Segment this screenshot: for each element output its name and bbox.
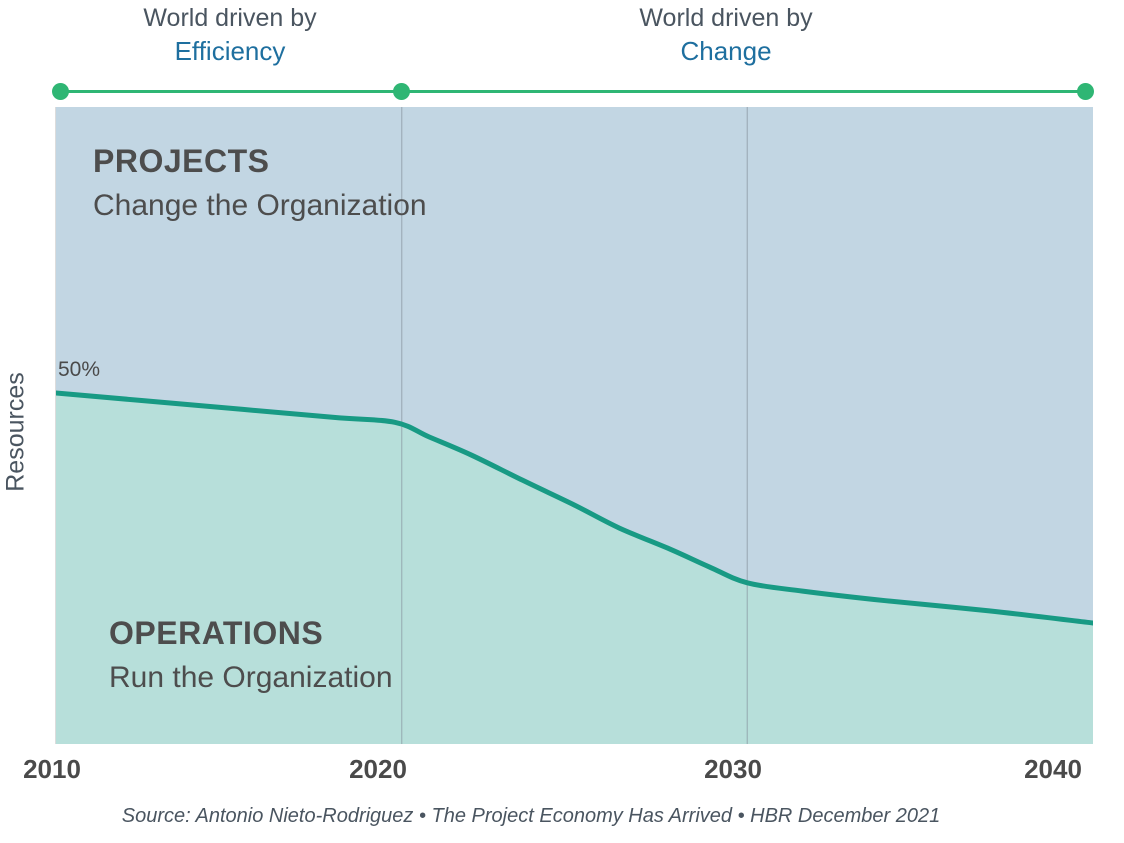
x-tick-2030: 2030 xyxy=(704,754,762,784)
divider-line xyxy=(56,390,1093,626)
timeline-dot-2020 xyxy=(393,83,411,100)
operations-title: OPERATIONS xyxy=(109,615,324,651)
projects-label: PROJECTS Change the Organization xyxy=(93,143,427,223)
projects-title: PROJECTS xyxy=(93,143,270,179)
x-tick-2010: 2010 xyxy=(23,754,81,784)
start-value-annotation: 50% xyxy=(58,358,101,381)
era-label-efficiency: World driven by Efficiency xyxy=(143,2,316,68)
x-tick-2040: 2040 xyxy=(1024,754,1082,784)
era-title: World driven by xyxy=(143,4,317,32)
area-chart-svg xyxy=(56,107,1093,744)
era-subtitle: Change xyxy=(680,36,772,66)
operations-label: OPERATIONS Run the Organization xyxy=(109,615,393,695)
y-axis-label: Resources xyxy=(1,372,30,492)
source-citation: Source: Antonio Nieto-Rodriguez • The Pr… xyxy=(121,805,941,827)
timeline-dot-2040 xyxy=(1076,83,1094,100)
timeline-dot-2010 xyxy=(51,83,69,100)
projects-subtitle: Change the Organization xyxy=(93,189,427,222)
era-subtitle: Efficiency xyxy=(174,36,286,66)
operations-subtitle: Run the Organization xyxy=(109,661,393,694)
era-label-change: World driven by Change xyxy=(639,2,812,68)
timeline-line xyxy=(60,90,1085,93)
operations-area xyxy=(56,393,1093,744)
plot-area: PROJECTS Change the Organization 50% OPE… xyxy=(55,107,1093,744)
era-title: World driven by xyxy=(639,4,813,32)
x-tick-2020: 2020 xyxy=(349,754,407,784)
